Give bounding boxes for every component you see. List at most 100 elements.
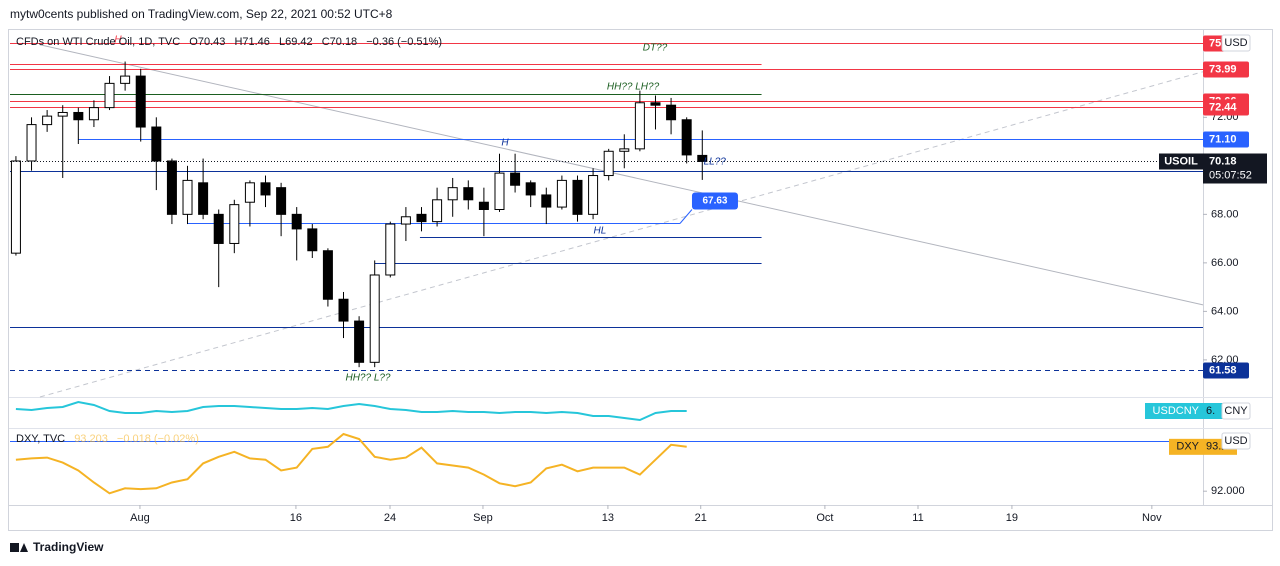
x-tick-label: Sep <box>473 512 493 524</box>
series-tag-label: DXY <box>1176 441 1199 453</box>
y-tick-label: 92.000 <box>1211 485 1245 497</box>
candle-body <box>603 150 614 177</box>
currency-label: USD <box>1224 37 1247 49</box>
candle-body <box>213 213 224 244</box>
candle-body <box>572 179 583 215</box>
currency-label: USD <box>1224 435 1247 447</box>
countdown: 05:07:52 <box>1209 169 1252 181</box>
logo-mark <box>10 543 19 552</box>
frame <box>8 29 1273 531</box>
legend-close: C70.18 <box>322 36 357 48</box>
annotation: H <box>114 34 122 45</box>
price-tag-label: 71.10 <box>1209 133 1237 145</box>
candle-body <box>198 182 209 215</box>
x-tick-label: Oct <box>816 512 833 524</box>
series-line <box>15 432 687 495</box>
x-tick-label: 11 <box>912 512 923 524</box>
legend-high: H71.46 <box>234 36 269 48</box>
series-tag <box>1145 403 1203 419</box>
candle-body <box>619 148 630 152</box>
y-tick-label: 66.00 <box>1211 257 1239 269</box>
price-tag <box>1203 99 1249 116</box>
candle-body <box>42 115 53 126</box>
price-tag-label: 73.99 <box>1209 63 1237 75</box>
logo-mark <box>20 543 28 552</box>
callout <box>691 192 738 210</box>
price-tag <box>1203 362 1249 379</box>
legend-title: CFDs on WTI Crude Oil, 1D, TVC <box>16 36 180 48</box>
x-tick-label: 24 <box>384 512 396 524</box>
x-tick-label: 21 <box>695 512 707 524</box>
series-line <box>15 400 687 422</box>
candle-body <box>57 111 68 117</box>
candle-body <box>338 298 349 322</box>
footer-brand: TradingView <box>33 540 104 554</box>
footer-logo: TradingView <box>10 540 104 554</box>
annotation: HH?? L?? <box>345 372 390 383</box>
dxy-legend: DXY, TVC 93.203 −0.018 (−0.02%) <box>16 433 199 445</box>
callout-label: 67.63 <box>702 196 727 207</box>
last-price-tag <box>1203 153 1267 184</box>
last-price-label: 70.18 <box>1209 155 1237 167</box>
candle-body <box>354 320 365 363</box>
candle-body <box>494 172 505 210</box>
candle-body <box>432 199 443 223</box>
price-tag-label: 6. <box>1206 405 1215 417</box>
publisher-line: mytw0cents published on TradingView.com,… <box>10 7 393 21</box>
candle-body <box>10 160 21 254</box>
candle-body <box>182 179 193 215</box>
candle-body <box>276 187 287 215</box>
candle-body <box>634 102 645 150</box>
price-tag-label: 72.44 <box>1209 101 1237 113</box>
candle-body <box>291 213 302 230</box>
candle-body <box>151 126 162 162</box>
y-tick-label: 68.00 <box>1211 208 1239 220</box>
candle-body <box>166 160 177 215</box>
candle-body <box>322 250 333 300</box>
dxy-change: −0.018 (−0.02%) <box>117 433 199 445</box>
trendline <box>39 71 1204 398</box>
x-tick-label: 16 <box>290 512 302 524</box>
candle-body <box>697 154 708 162</box>
trendline <box>39 44 1204 306</box>
currency-box <box>1221 34 1251 52</box>
overlay: CFDs on WTI Crude Oil, 1D, TVC O70.43 H7… <box>16 36 442 445</box>
annotation: DT?? <box>643 42 668 53</box>
candle-body <box>556 179 567 208</box>
callout-stem <box>679 209 693 224</box>
candle-body <box>416 213 427 223</box>
candle-body <box>666 104 677 121</box>
candle-body <box>73 111 84 121</box>
dxy-title: DXY, TVC <box>16 433 65 445</box>
candle-body <box>120 75 131 84</box>
candle-body <box>88 107 99 121</box>
candle-body <box>588 175 599 215</box>
annotation: HH?? LH?? <box>607 81 660 92</box>
legend-low: L69.42 <box>279 36 313 48</box>
candle-body <box>104 82 115 109</box>
x-tick-label: Nov <box>1142 512 1162 524</box>
price-tag-label: 61.58 <box>1209 364 1237 376</box>
series-tag-label: USDCNY <box>1153 405 1200 417</box>
main-legend: CFDs on WTI Crude Oil, 1D, TVC O70.43 H7… <box>16 36 442 48</box>
series-tag <box>1169 438 1203 455</box>
candle-body <box>229 204 240 244</box>
candle-body <box>681 119 692 156</box>
plot: Aug 16 24 Sep 13 21 Oct 11 19 Nov62.0064.0066.006… <box>10 34 1267 524</box>
candle-body <box>369 274 380 363</box>
legend-change: −0.36 (−0.51%) <box>366 36 442 48</box>
currency-box <box>1221 432 1251 450</box>
price-tag <box>1203 131 1249 148</box>
price-tag <box>1203 61 1249 78</box>
candle-body <box>26 124 37 162</box>
symbol-tag <box>1159 153 1203 170</box>
currency-box <box>1221 402 1251 420</box>
candle-body <box>135 75 146 128</box>
candle-body <box>650 102 661 106</box>
y-tick-label: 64.00 <box>1211 305 1239 317</box>
x-tick-label: 19 <box>1006 512 1018 524</box>
price-tag-label: 75 <box>1209 37 1221 49</box>
candle-body <box>385 223 396 276</box>
annotation: LL?? <box>704 157 727 168</box>
